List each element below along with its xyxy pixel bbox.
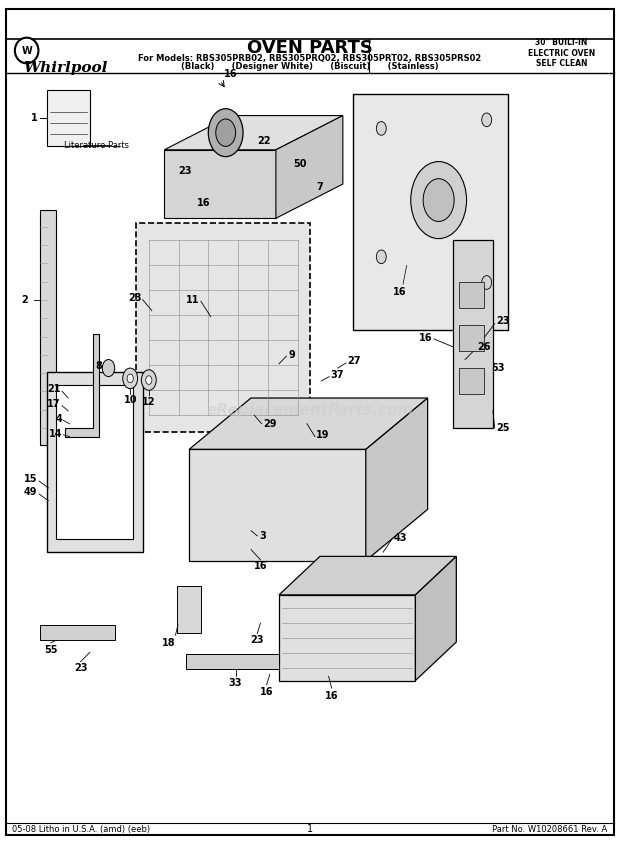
- Text: 50: 50: [293, 159, 307, 169]
- Bar: [46, 90, 90, 146]
- Bar: [459, 368, 484, 394]
- Text: Part No. W10208661 Rev. A: Part No. W10208661 Rev. A: [492, 825, 608, 834]
- Polygon shape: [366, 398, 428, 561]
- Bar: [40, 625, 115, 640]
- Text: 12: 12: [142, 397, 156, 407]
- Text: (Black)      (Designer White)      (Biscuit)      (Stainless): (Black) (Designer White) (Biscuit) (Stai…: [181, 62, 439, 71]
- Text: 18: 18: [162, 638, 175, 648]
- Text: Whirlpool: Whirlpool: [23, 61, 107, 74]
- Text: W: W: [21, 45, 32, 56]
- Text: 49: 49: [24, 487, 37, 497]
- Circle shape: [482, 276, 492, 289]
- Polygon shape: [415, 556, 456, 681]
- Circle shape: [482, 113, 492, 127]
- Text: 9: 9: [288, 350, 295, 360]
- Text: 3: 3: [259, 531, 266, 541]
- Bar: [459, 325, 484, 351]
- Text: 15: 15: [24, 474, 37, 484]
- Polygon shape: [189, 398, 428, 449]
- Text: 27: 27: [347, 356, 361, 366]
- Bar: [453, 240, 493, 428]
- Text: 16: 16: [254, 561, 267, 571]
- Text: 19: 19: [316, 430, 330, 440]
- Bar: [459, 282, 484, 308]
- Text: 16: 16: [419, 333, 433, 343]
- Text: 11: 11: [186, 294, 200, 305]
- Text: 26: 26: [477, 342, 491, 352]
- Text: 37: 37: [330, 370, 344, 380]
- Circle shape: [208, 109, 243, 157]
- Text: 1: 1: [30, 113, 37, 123]
- Circle shape: [123, 368, 138, 389]
- Bar: [46, 372, 143, 552]
- Polygon shape: [276, 116, 343, 218]
- Text: 8: 8: [95, 360, 102, 371]
- Ellipse shape: [15, 38, 38, 63]
- Circle shape: [146, 376, 152, 384]
- Text: Literature Parts: Literature Parts: [64, 141, 128, 151]
- Text: 29: 29: [264, 419, 277, 429]
- Text: For Models: RBS305PRB02, RBS305PRQ02, RBS305PRT02, RBS305PRS02: For Models: RBS305PRB02, RBS305PRQ02, RB…: [138, 54, 482, 62]
- Circle shape: [216, 119, 236, 146]
- Text: 16: 16: [224, 68, 237, 79]
- Text: 4: 4: [55, 414, 62, 425]
- Text: 16: 16: [197, 198, 211, 208]
- Circle shape: [141, 370, 156, 390]
- Text: 23: 23: [179, 166, 192, 176]
- Circle shape: [127, 374, 133, 383]
- Text: 43: 43: [394, 532, 407, 543]
- Polygon shape: [189, 449, 366, 561]
- Text: 16: 16: [260, 687, 273, 697]
- Text: OVEN PARTS: OVEN PARTS: [247, 39, 373, 57]
- Text: 1: 1: [307, 824, 313, 835]
- Bar: [177, 586, 202, 633]
- Text: 2: 2: [22, 294, 28, 305]
- Text: 16: 16: [325, 691, 339, 701]
- Text: 23: 23: [496, 316, 510, 326]
- Bar: [136, 223, 310, 432]
- Circle shape: [376, 122, 386, 135]
- Text: 22: 22: [257, 136, 271, 146]
- Text: 23: 23: [250, 635, 264, 645]
- Text: eReplacementParts.com: eReplacementParts.com: [206, 403, 414, 419]
- Text: 33: 33: [229, 678, 242, 688]
- Text: 21: 21: [47, 384, 61, 395]
- Bar: [186, 654, 279, 669]
- Circle shape: [376, 250, 386, 264]
- Text: 05-08 Litho in U.S.A. (amd) (eeb): 05-08 Litho in U.S.A. (amd) (eeb): [12, 825, 151, 834]
- Polygon shape: [279, 556, 456, 595]
- Text: 55: 55: [44, 645, 58, 655]
- Text: 10: 10: [123, 395, 137, 406]
- Text: 23: 23: [128, 293, 141, 303]
- Text: 16: 16: [393, 287, 407, 297]
- Bar: [40, 210, 56, 445]
- Polygon shape: [164, 116, 343, 150]
- Text: 25: 25: [496, 423, 510, 433]
- Text: 17: 17: [47, 399, 61, 409]
- Bar: [353, 94, 508, 330]
- Text: 7: 7: [316, 181, 323, 192]
- Circle shape: [102, 360, 115, 377]
- Polygon shape: [279, 595, 415, 681]
- Text: 30" BUILT-IN
ELECTRIC OVEN
SELF CLEAN: 30" BUILT-IN ELECTRIC OVEN SELF CLEAN: [528, 39, 595, 68]
- Polygon shape: [164, 150, 276, 218]
- Text: 23: 23: [74, 663, 87, 674]
- Text: 14: 14: [48, 429, 62, 439]
- Text: 53: 53: [491, 363, 505, 373]
- Circle shape: [423, 179, 454, 222]
- Bar: [56, 385, 133, 539]
- Circle shape: [411, 162, 467, 239]
- Polygon shape: [65, 334, 99, 437]
